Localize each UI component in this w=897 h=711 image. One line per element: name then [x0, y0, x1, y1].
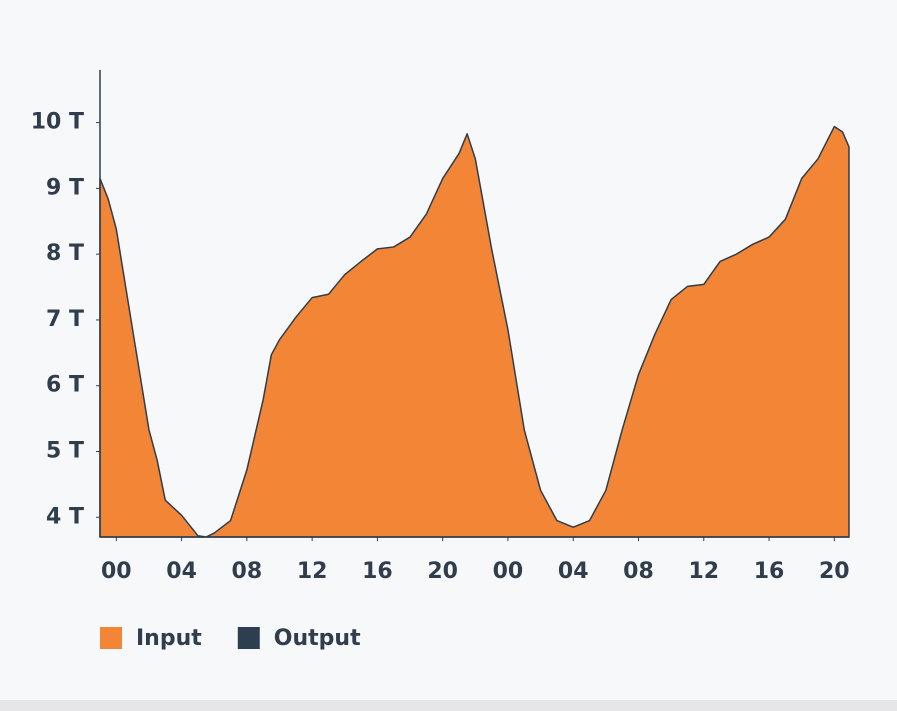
x-tick-label: 04 [166, 559, 197, 584]
y-tick-label: 6 T [46, 373, 84, 398]
x-tick-label: 20 [819, 559, 850, 584]
x-tick-label: 16 [362, 559, 393, 584]
y-tick-label: 5 T [46, 438, 84, 463]
area [99, 125, 850, 538]
x-tick-label: 00 [493, 559, 524, 584]
x-tick-label: 00 [101, 559, 132, 584]
legend-swatch [100, 627, 122, 649]
x-tick-label: 20 [427, 559, 458, 584]
legend-label: Input [136, 626, 202, 651]
y-tick-label: 8 T [46, 241, 84, 266]
x-tick-label: 04 [558, 559, 589, 584]
y-tick-label: 9 T [46, 175, 84, 200]
legend-label: Output [274, 626, 361, 651]
y-tick-label: 7 T [46, 307, 84, 332]
x-tick-label: 12 [297, 559, 328, 584]
x-tick-label: 16 [754, 559, 785, 584]
x-tick-label: 12 [688, 559, 719, 584]
x-tick-label: 08 [623, 559, 654, 584]
x-tick-label: 08 [232, 559, 263, 584]
footer-bar [0, 700, 897, 711]
legend-swatch [237, 627, 260, 649]
y-tick-label: 10 T [31, 110, 84, 135]
y-tick-label: 4 T [46, 504, 84, 529]
